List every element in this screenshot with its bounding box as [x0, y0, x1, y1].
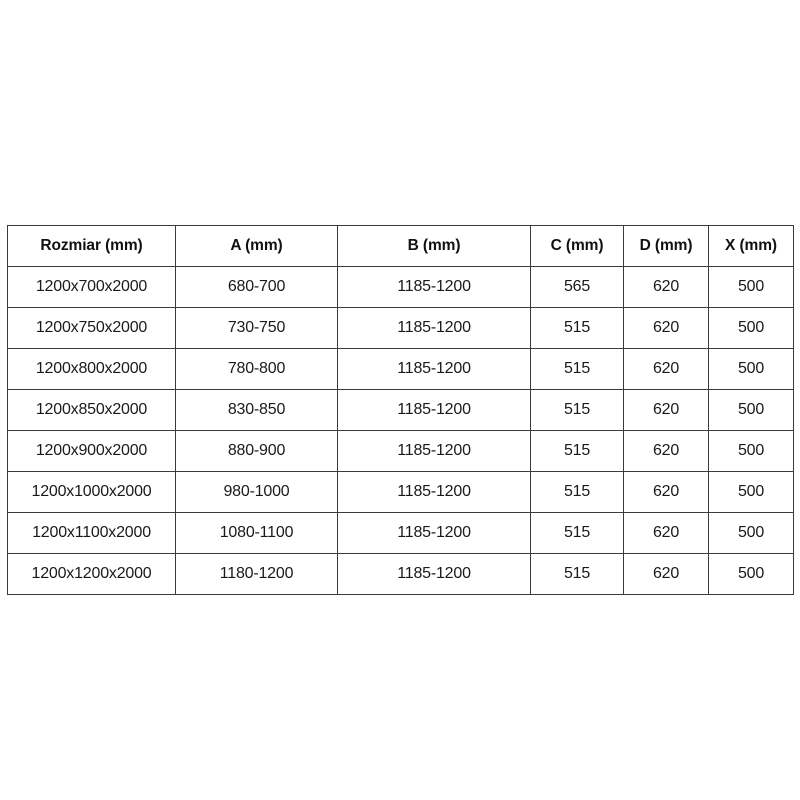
cell-size: 1200x900x2000 [7, 430, 176, 472]
table-row: 1200x800x2000 780-800 1185-1200 515 620 … [7, 348, 794, 390]
cell-size: 1200x1200x2000 [7, 553, 176, 595]
cell-x: 500 [708, 389, 794, 431]
cell-x: 500 [708, 430, 794, 472]
cell-c: 515 [530, 553, 624, 595]
cell-b: 1185-1200 [337, 430, 531, 472]
cell-size: 1200x1000x2000 [7, 471, 176, 513]
column-header-a: A (mm) [175, 225, 338, 267]
cell-d: 620 [623, 348, 709, 390]
cell-b: 1185-1200 [337, 307, 531, 349]
table-header: Rozmiar (mm) A (mm) B (mm) C (mm) D (mm)… [7, 225, 794, 267]
cell-a: 980-1000 [175, 471, 338, 513]
cell-size: 1200x850x2000 [7, 389, 176, 431]
column-header-size: Rozmiar (mm) [7, 225, 176, 267]
cell-a: 780-800 [175, 348, 338, 390]
table-body: 1200x700x2000 680-700 1185-1200 565 620 … [7, 266, 794, 595]
cell-d: 620 [623, 512, 709, 554]
cell-c: 515 [530, 389, 624, 431]
column-header-d: D (mm) [623, 225, 709, 267]
cell-size: 1200x800x2000 [7, 348, 176, 390]
cell-b: 1185-1200 [337, 471, 531, 513]
cell-d: 620 [623, 389, 709, 431]
cell-b: 1185-1200 [337, 553, 531, 595]
cell-x: 500 [708, 307, 794, 349]
table-row: 1200x1000x2000 980-1000 1185-1200 515 62… [7, 471, 794, 513]
table-row: 1200x700x2000 680-700 1185-1200 565 620 … [7, 266, 794, 308]
cell-c: 565 [530, 266, 624, 308]
cell-d: 620 [623, 430, 709, 472]
cell-b: 1185-1200 [337, 389, 531, 431]
cell-x: 500 [708, 471, 794, 513]
cell-x: 500 [708, 266, 794, 308]
cell-c: 515 [530, 512, 624, 554]
cell-size: 1200x750x2000 [7, 307, 176, 349]
cell-d: 620 [623, 266, 709, 308]
column-header-b: B (mm) [337, 225, 531, 267]
cell-a: 1080-1100 [175, 512, 338, 554]
cell-a: 880-900 [175, 430, 338, 472]
cell-x: 500 [708, 553, 794, 595]
cell-c: 515 [530, 471, 624, 513]
cell-c: 515 [530, 307, 624, 349]
cell-d: 620 [623, 553, 709, 595]
table-row: 1200x900x2000 880-900 1185-1200 515 620 … [7, 430, 794, 472]
cell-b: 1185-1200 [337, 348, 531, 390]
cell-x: 500 [708, 512, 794, 554]
cell-b: 1185-1200 [337, 266, 531, 308]
cell-size: 1200x1100x2000 [7, 512, 176, 554]
column-header-c: C (mm) [530, 225, 624, 267]
cell-c: 515 [530, 348, 624, 390]
table-row: 1200x1200x2000 1180-1200 1185-1200 515 6… [7, 553, 794, 595]
dimensions-table-container: Rozmiar (mm) A (mm) B (mm) C (mm) D (mm)… [7, 225, 794, 595]
cell-b: 1185-1200 [337, 512, 531, 554]
cell-a: 680-700 [175, 266, 338, 308]
cell-x: 500 [708, 348, 794, 390]
cell-size: 1200x700x2000 [7, 266, 176, 308]
dimensions-table: Rozmiar (mm) A (mm) B (mm) C (mm) D (mm)… [7, 225, 794, 595]
table-row: 1200x750x2000 730-750 1185-1200 515 620 … [7, 307, 794, 349]
column-header-x: X (mm) [708, 225, 794, 267]
cell-a: 1180-1200 [175, 553, 338, 595]
cell-a: 830-850 [175, 389, 338, 431]
cell-c: 515 [530, 430, 624, 472]
cell-d: 620 [623, 471, 709, 513]
table-header-row: Rozmiar (mm) A (mm) B (mm) C (mm) D (mm)… [7, 225, 794, 267]
cell-d: 620 [623, 307, 709, 349]
table-row: 1200x850x2000 830-850 1185-1200 515 620 … [7, 389, 794, 431]
cell-a: 730-750 [175, 307, 338, 349]
table-row: 1200x1100x2000 1080-1100 1185-1200 515 6… [7, 512, 794, 554]
